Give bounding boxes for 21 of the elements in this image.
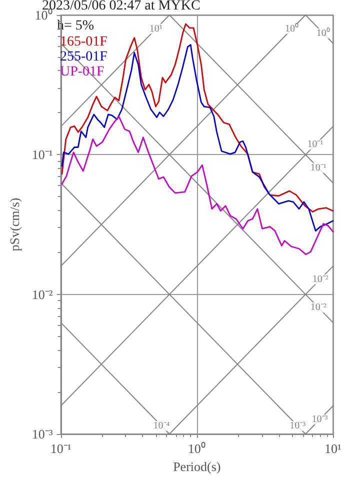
annotation: 10⁻¹: [310, 162, 326, 174]
annotation: 10⁻²: [312, 274, 328, 285]
x-tick-label: 10¹: [324, 441, 342, 456]
annotation: 10⁻³: [290, 420, 306, 432]
series-label: 165-01F: [60, 34, 108, 50]
annotation: 10⁻³: [312, 414, 328, 425]
y-axis-title: pSv(cm/s): [7, 198, 22, 252]
y-tick-label: 10⁻³: [32, 426, 53, 442]
y-tick-label: 10⁻¹: [32, 147, 53, 162]
annotation: 10⁻⁴: [153, 420, 170, 432]
x-axis-title: Period(s): [173, 459, 221, 474]
x-tick-label: 10⁰: [188, 441, 206, 456]
annotation: 10⁰: [285, 22, 300, 34]
annotation: 10⁻¹: [307, 139, 324, 150]
series-label: 255-01F: [60, 50, 108, 64]
annotation: 10⁻²: [310, 302, 326, 313]
text: UP-01F: [60, 64, 105, 80]
annotation: 10⁰: [316, 26, 330, 39]
x-tick-label: 10⁻¹: [50, 441, 72, 456]
y-tick-label: 10⁻²: [32, 286, 53, 302]
annotation: 10¹: [149, 23, 162, 34]
